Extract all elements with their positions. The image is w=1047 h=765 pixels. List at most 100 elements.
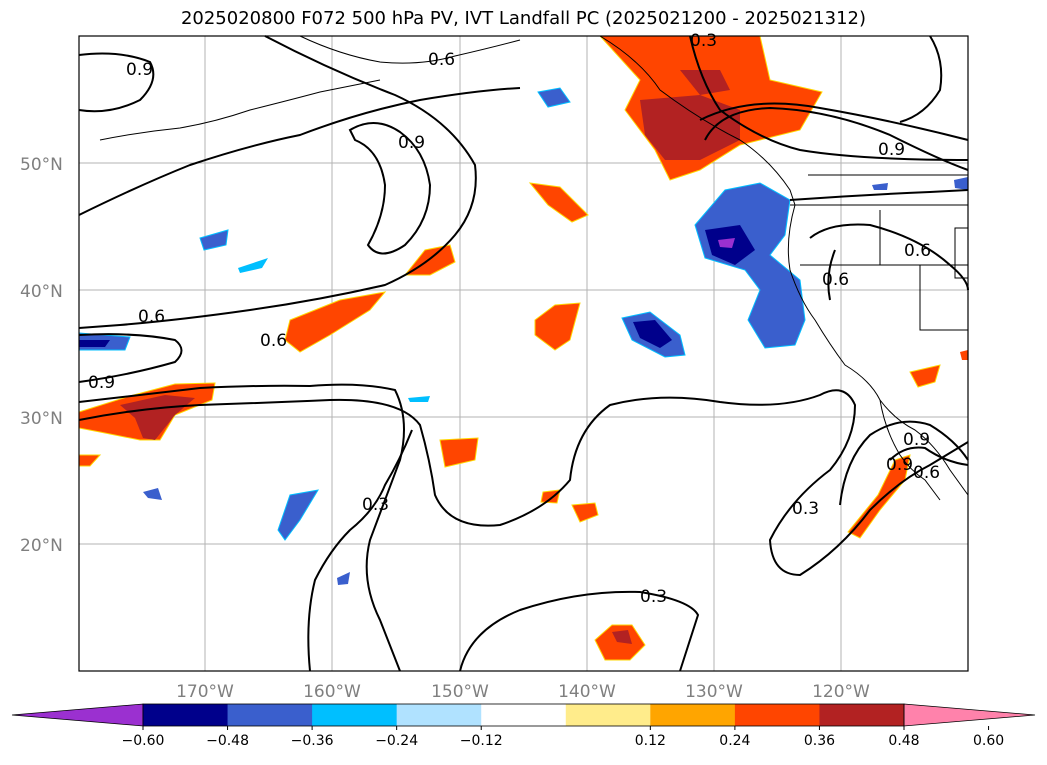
map-title: 2025020800 F072 500 hPa PV, IVT Landfall… [180,8,867,29]
negative-small-6 [337,572,350,585]
map-frame [78,35,969,672]
extreme-negative-offshore-ca [718,238,735,248]
colorbar-segment [565,704,651,726]
contour-09-west [78,333,183,383]
contour-06-se [839,420,969,506]
colorbar-tick-label: −0.48 [206,733,249,749]
colorbar-segment [481,704,567,726]
contour-label: 0.6 [822,270,849,290]
lat-label: 40°N [20,282,63,302]
contour-09-east-top [899,35,943,123]
contour-label: 0.9 [126,60,153,80]
contour-label: 0.3 [690,31,717,51]
negative-small-5 [143,488,162,500]
contour-03-central [78,389,969,577]
lat-label: 50°N [20,155,63,175]
colorbar-tick-label: 0.24 [719,733,750,749]
positive-small-2 [540,489,561,504]
colorbar-segment [650,704,736,726]
colorbar-segment [396,704,482,726]
contour-06-north [78,87,521,216]
colorbar-tick-label: 0.36 [804,733,835,749]
negative-blob-offshore-ca [694,182,806,349]
colorbar-tick-label: 0.60 [973,733,1004,749]
contour-label: 0.6 [913,463,940,483]
contour-06-ne [689,35,969,161]
colorbar-segment [312,704,398,726]
colorbar-tick-label: 0.48 [888,733,919,749]
colorbar-segment [143,704,229,726]
na-west-coast [599,35,969,496]
colorbar-segment [227,704,313,726]
colorbar-extend-high [903,703,1036,727]
contour-09-se [889,446,969,466]
colorbar-extend-low [11,703,144,727]
contour-03-south [459,590,700,672]
colorbar-tick-label: −0.36 [291,733,334,749]
contour-label: 0.6 [260,331,287,351]
negative-small-9 [954,177,968,190]
lat-label: 20°N [20,536,63,556]
positive-streak-1 [284,291,387,353]
lon-label: 140°W [558,682,616,702]
contour-03-loop-a [78,383,405,672]
contour-03-loop-b [307,429,413,672]
baja-peninsula [879,399,941,501]
contour-label: 0.9 [903,430,930,450]
lat-labels: 50°N 40°N 30°N 20°N [20,155,63,556]
positive-small-3 [571,502,599,523]
colorbar-segment [819,704,905,726]
map-background [79,36,968,671]
contour-09-ne-c [789,189,969,201]
colorbar: −0.60 −0.48 −0.36 −0.24 −0.12 0.12 0.24 0.36 0.4… [11,703,1036,749]
colorbar-tick-label: −0.12 [460,733,503,749]
contour-label: 0.3 [362,495,389,515]
positive-small-4 [594,624,646,661]
positive-small-1 [439,437,479,468]
contour-06-east [809,223,969,291]
negative-small-3 [238,258,268,273]
pv-contours [78,35,969,672]
alaska-coast [299,35,521,64]
lon-label: 120°W [812,682,870,702]
strong-negative-central [633,320,672,348]
contour-label: 0.3 [640,587,667,607]
contour-label: 0.6 [904,241,931,261]
contour-label: 0.3 [792,499,819,519]
contour-label: 0.9 [88,373,115,393]
lon-label: 130°W [685,682,743,702]
state-line-3 [919,265,968,331]
aleutian-chain [99,79,381,141]
colorbar-outline [142,703,905,727]
contour-09-nw [78,52,155,113]
coastlines [99,35,969,501]
strong-positive-small-4 [612,630,632,644]
contour-label: 0.9 [398,133,425,153]
lon-labels: 170°W 160°W 150°W 140°W 130°W 120°W [176,682,870,702]
colorbar-tick-label: 0.12 [635,733,666,749]
negative-small-4 [277,489,319,541]
contour-label: 0.6 [428,50,455,70]
colorbar-tick-label: −0.60 [122,733,165,749]
contour-label: 0.6 [138,307,165,327]
lon-label: 170°W [176,682,234,702]
contour-09-ne-b [704,106,969,171]
positive-streak-4 [534,302,581,351]
contour-09-loop [348,122,432,255]
colorbar-segment [734,704,820,726]
lon-label: 160°W [303,682,361,702]
negative-small-8 [872,183,888,190]
lon-label: 150°W [431,682,489,702]
strong-positive-pnw [640,95,740,160]
lat-label: 30°N [20,409,63,429]
contour-labels: 0.9 0.6 0.3 0.9 0.9 0.6 0.6 0.6 0.9 0.3 … [88,31,940,607]
strong-negative-west-edge [79,340,110,347]
positive-baja-north [909,364,941,388]
colorbar-tick-label: −0.24 [375,733,418,749]
contour-06-coast [827,249,836,301]
contour-09-ne-a [699,102,969,141]
negative-small-7 [408,396,430,402]
contour-label: 0.9 [886,455,913,475]
contour-06-central [78,35,477,329]
